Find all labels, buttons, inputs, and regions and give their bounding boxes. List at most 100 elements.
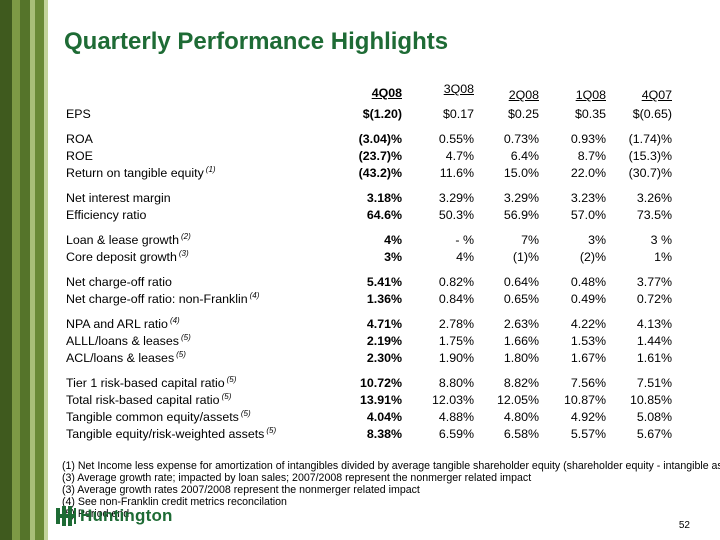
table-cell: (15.3)% (628, 149, 672, 163)
footnotes: (1) Net Income less expense for amortiza… (62, 460, 720, 520)
row-label-text: ROA (66, 132, 93, 146)
table-cell: 3.29% (503, 191, 539, 205)
table-cell: 13.91% (359, 393, 402, 407)
table-row: ROA (3.04)% 0.55% 0.73% 0.93% (1.74)% (66, 131, 674, 148)
table-cell: $(1.20) (362, 107, 402, 121)
column-header: 3Q08 (443, 82, 474, 96)
table-cell: 2.19% (366, 334, 402, 348)
row-label: ALLL/loans & leases (5) (66, 333, 191, 350)
row-label-text: Tangible common equity/assets (66, 410, 239, 424)
table-row: Loan & lease growth (2) 4% - % 7% 3% 3 % (66, 232, 674, 249)
table-cell: 15.0% (503, 166, 539, 180)
row-label: ACL/loans & leases (5) (66, 350, 186, 367)
table-cell: 0.48% (570, 275, 606, 289)
table-row: Net interest margin 3.18% 3.29% 3.29% 3.23% 3… (66, 190, 674, 207)
row-label: Total risk-based capital ratio (5) (66, 392, 231, 409)
table-row: Tier 1 risk-based capital ratio (5) 10.72%… (66, 375, 674, 392)
table-cell: 7.51% (636, 376, 672, 390)
table-cell: 1.90% (438, 351, 474, 365)
table-cell: 1.80% (503, 351, 539, 365)
table-row: ROE (23.7)% 4.7% 6.4% 8.7% (15.3)% (66, 148, 674, 165)
table-cell: 0.73% (503, 132, 539, 146)
table-cell: 7.56% (570, 376, 606, 390)
footnote-ref: (5) (240, 409, 251, 418)
table-cell: 4.80% (503, 410, 539, 424)
page-number: 52 (678, 520, 690, 531)
table-row: Total risk-based capital ratio (5) 13.91% 1… (66, 392, 674, 409)
row-label: Net charge-off ratio (66, 274, 172, 291)
table-cell: 3.26% (636, 191, 672, 205)
table-cell: 4.88% (438, 410, 474, 424)
row-label-text: Net charge-off ratio: non-Franklin (66, 292, 248, 306)
table-cell: 0.82% (438, 275, 474, 289)
table-cell: 1.75% (438, 334, 474, 348)
table-cell: 7% (521, 233, 539, 247)
table-cell: 5.41% (366, 275, 402, 289)
table-cell: 57.0% (570, 208, 606, 222)
table-body: EPS $(1.20) $0.17 $0.25 $0.35 $(0.65) ROA (3.04… (66, 106, 674, 443)
table-cell: 56.9% (503, 208, 539, 222)
table-cell: 0.84% (438, 292, 474, 306)
table-cell: 1.53% (570, 334, 606, 348)
row-label: Return on tangible equity (1) (66, 165, 216, 182)
table-row: EPS $(1.20) $0.17 $0.25 $0.35 $(0.65) (66, 106, 674, 123)
table-cell: 2.78% (438, 317, 474, 331)
table-cell: 1.67% (570, 351, 606, 365)
table-cell: $0.17 (442, 107, 474, 121)
table-cell: 4% (456, 250, 474, 264)
table-cell: 8.7% (577, 149, 606, 163)
footnote-ref: (5) (266, 426, 277, 435)
footnote: (3) Average growth rate; impacted by loa… (62, 472, 532, 484)
column-header: 4Q07 (641, 88, 672, 102)
table-cell: 10.85% (629, 393, 672, 407)
table-cell: 22.0% (570, 166, 606, 180)
row-label-text: Tangible equity/risk-weighted assets (66, 427, 265, 441)
footnote: (3) Average growth rates 2007/2008 repre… (62, 484, 420, 496)
table-cell: 1.61% (636, 351, 672, 365)
row-label-text: Loan & lease growth (66, 233, 179, 247)
table-cell: 8.80% (438, 376, 474, 390)
table-row: ALLL/loans & leases (5) 2.19% 1.75% 1.66% 1.5… (66, 333, 674, 350)
table-cell: 0.55% (438, 132, 474, 146)
table-cell: 1.36% (366, 292, 402, 306)
table-cell: 0.65% (503, 292, 539, 306)
table-cell: 1.66% (503, 334, 539, 348)
huntington-logo: Huntington (56, 505, 173, 527)
table-row: Efficiency ratio 64.6% 50.3% 56.9% 57.0% 73.5… (66, 207, 674, 224)
row-label: Net interest margin (66, 190, 171, 207)
table-cell: 73.5% (636, 208, 672, 222)
table-cell: 12.03% (431, 393, 474, 407)
table-cell: 11.6% (439, 166, 474, 180)
row-label: Tier 1 risk-based capital ratio (5) (66, 375, 236, 392)
table-cell: (23.7)% (358, 149, 402, 163)
footnote: (4) See non-Franklin credit metrics reco… (62, 496, 287, 508)
table-cell: (3.04)% (358, 132, 402, 146)
row-label-text: NPA and ARL ratio (66, 317, 168, 331)
row-label: NPA and ARL ratio (4) (66, 316, 180, 333)
table-cell: 6.4% (510, 149, 539, 163)
logo-text: Huntington (80, 506, 173, 525)
table-row: Core deposit growth (3) 3% 4% (1)% (2)% 1% (66, 249, 674, 266)
table-cell: 1.44% (636, 334, 672, 348)
table-row: Net charge-off ratio 5.41% 0.82% 0.64% 0.48%… (66, 274, 674, 291)
footnote-ref: (4) (249, 291, 260, 300)
table-cell: 3.77% (636, 275, 672, 289)
row-label-text: Net interest margin (66, 191, 171, 205)
table-cell: 1% (654, 250, 672, 264)
footnote: (5) Period end (62, 508, 130, 520)
column-header: 4Q08 (371, 86, 402, 100)
table-cell: 3% (588, 233, 606, 247)
footnote-ref: (5) (176, 350, 186, 359)
column-header: 2Q08 (508, 88, 539, 102)
table-cell: 6.58% (503, 427, 539, 441)
table-cell: 0.49% (570, 292, 606, 306)
table-cell: - % (455, 233, 474, 247)
table-row: ACL/loans & leases (5) 2.30% 1.90% 1.80% 1.67… (66, 350, 674, 367)
row-label-text: Return on tangible equity (66, 166, 204, 180)
row-label: Core deposit growth (3) (66, 249, 189, 266)
footnote-ref: (3) (178, 249, 189, 258)
table-cell: 64.6% (366, 208, 402, 222)
table-cell: 10.87% (563, 393, 606, 407)
table-cell: 3.23% (570, 191, 606, 205)
row-label-text: Tier 1 risk-based capital ratio (66, 376, 225, 390)
